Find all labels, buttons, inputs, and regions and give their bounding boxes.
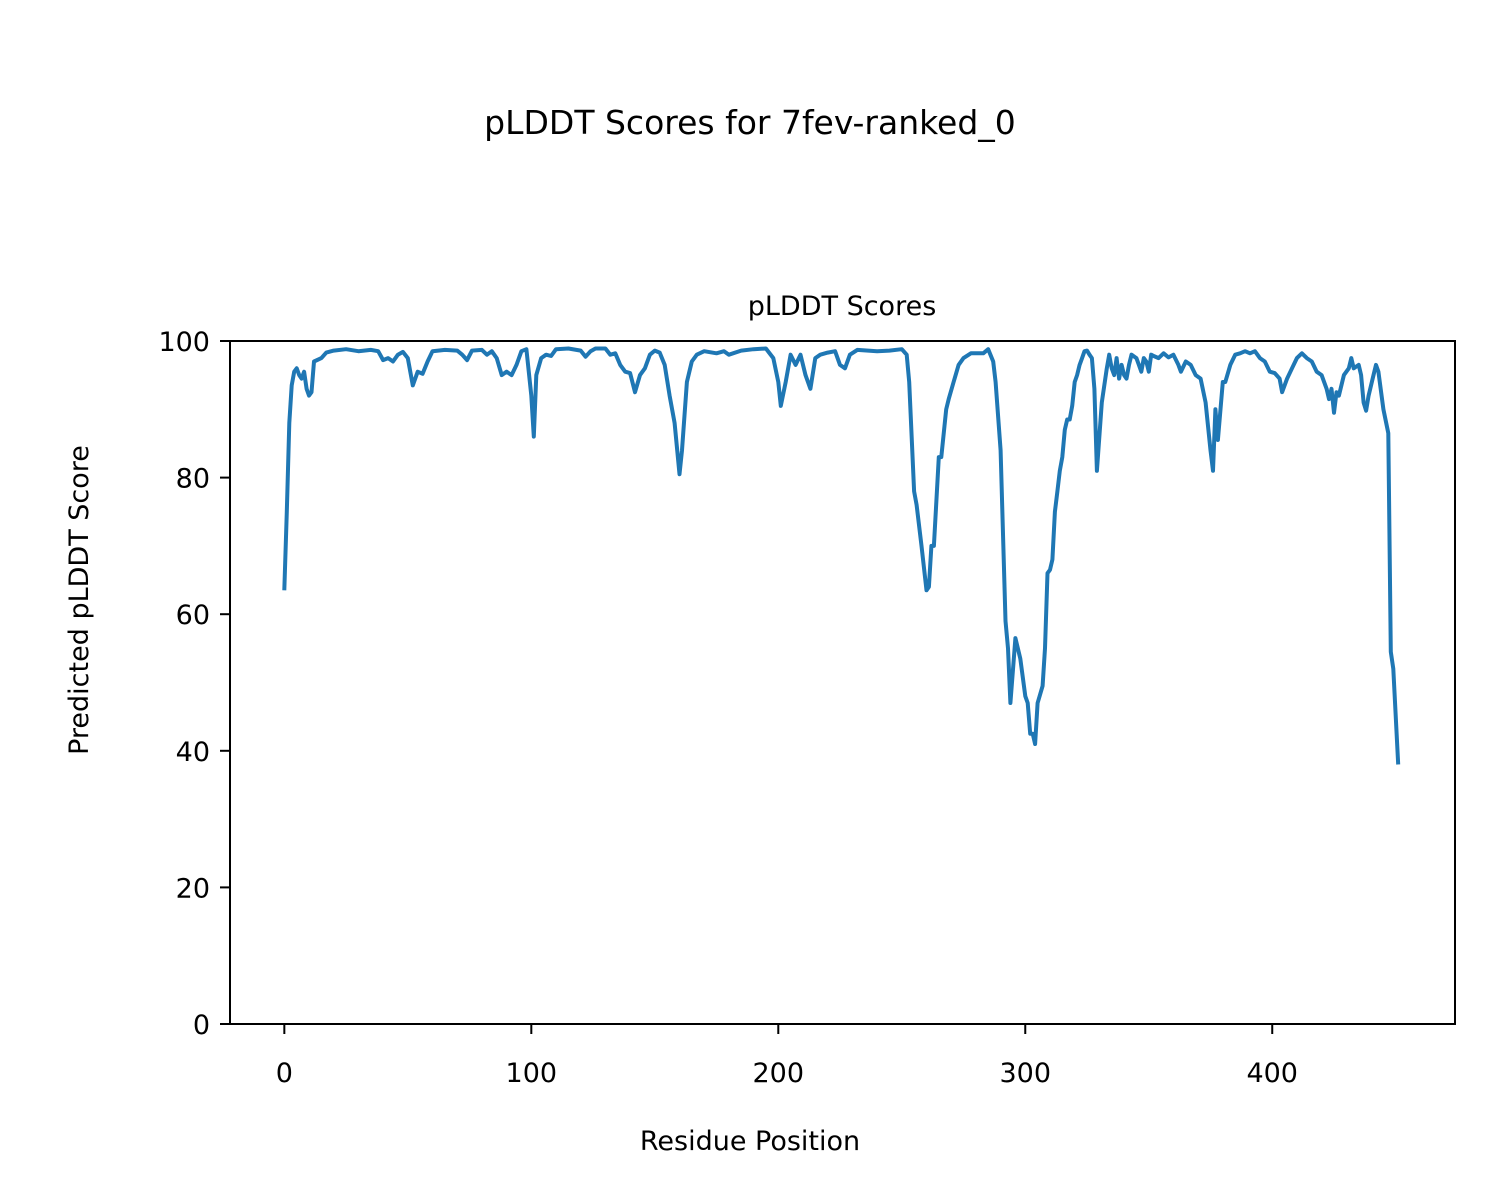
plot-area xyxy=(282,346,1401,765)
series-line-plddt xyxy=(282,346,1401,765)
y-tick-label: 100 xyxy=(158,327,210,358)
y-tick-label: 20 xyxy=(176,873,210,904)
x-tick-label: 400 xyxy=(1246,1058,1298,1089)
y-tick-label: 80 xyxy=(176,464,210,495)
y-tick-label: 40 xyxy=(176,737,210,768)
x-tick-label: 300 xyxy=(999,1058,1051,1089)
y-axis: 0 20 40 60 80 100 xyxy=(158,327,230,1041)
axes-title: pLDDT Scores xyxy=(748,291,937,322)
y-tick-label: 0 xyxy=(193,1010,210,1041)
x-tick-label: 100 xyxy=(506,1058,558,1089)
x-tick-label: 0 xyxy=(276,1058,293,1089)
y-tick-label: 60 xyxy=(176,600,210,631)
figure-suptitle: pLDDT Scores for 7fev-ranked_0 xyxy=(484,103,1016,142)
y-axis-label: Predicted pLDDT Score xyxy=(64,445,95,755)
x-axis-label: Residue Position xyxy=(640,1126,860,1157)
x-axis: 0 100 200 300 400 xyxy=(276,1024,1298,1089)
axes-frame xyxy=(229,340,1456,1025)
x-tick-label: 200 xyxy=(753,1058,805,1089)
